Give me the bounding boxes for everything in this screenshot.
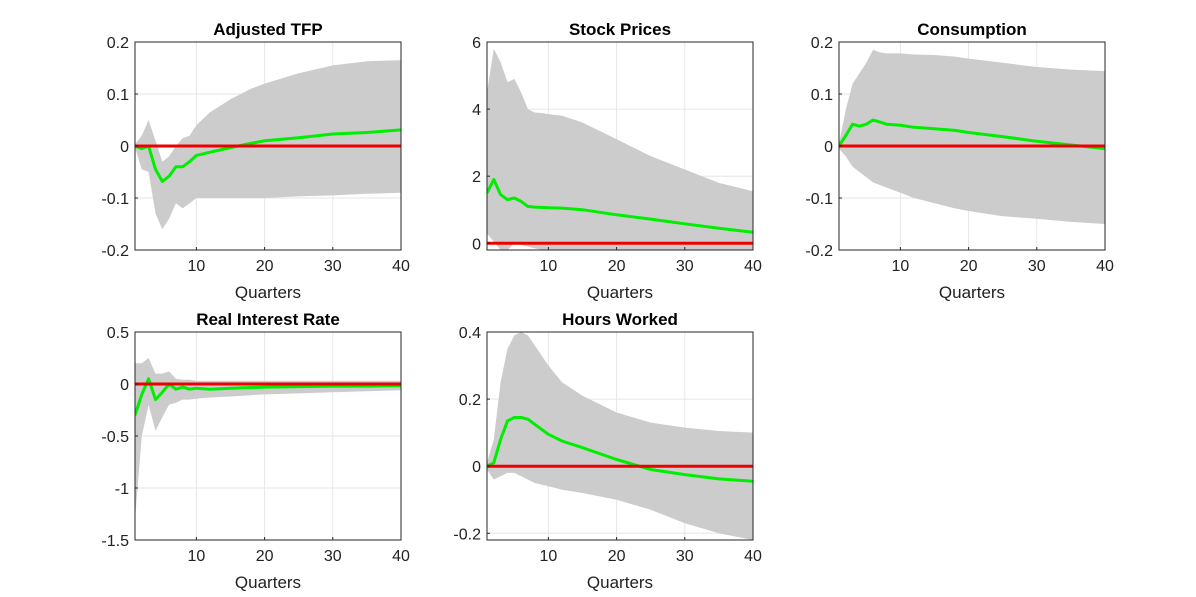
x-tick-label: 10	[539, 258, 557, 275]
x-axis-label: Quarters	[939, 283, 1005, 302]
chart-title: Adjusted TFP	[213, 20, 323, 39]
y-tick-label: 4	[472, 102, 481, 119]
median-response-line	[135, 128, 401, 183]
confidence-band	[487, 48, 753, 250]
chart-title: Real Interest Rate	[196, 310, 340, 329]
x-tick-label: 10	[891, 258, 909, 275]
chart-panel: 10 20 30 40 -0.2 0 0.2 0.4 Hours Worked Quarters	[453, 310, 762, 592]
y-tick-label: 0.5	[107, 325, 129, 342]
y-tick-label: 0	[120, 139, 129, 156]
median-response-line	[135, 377, 401, 416]
y-tick-label: 2	[472, 169, 481, 186]
y-tick-label: -0.1	[805, 191, 833, 208]
axes-box	[486, 41, 754, 251]
confidence-band	[487, 332, 753, 540]
y-tick-label: -0.2	[453, 526, 481, 543]
chart-panel: 10 20 30 40 -1.5 -1 -0.5 0 0.5 Real Interest Rate…	[101, 310, 410, 592]
x-tick-label: 40	[1096, 258, 1114, 275]
chart-panel: 10 20 30 40 -0.2 -0.1 0 0.1 0.2 Adjusted TFP Quart…	[101, 20, 410, 302]
chart-title: Hours Worked	[562, 310, 678, 329]
x-tick-label: 20	[608, 548, 626, 565]
x-tick-label: 40	[744, 258, 762, 275]
y-tick-label: 0.2	[459, 392, 481, 409]
x-axis-label: Quarters	[587, 283, 653, 302]
x-tick-label: 20	[608, 258, 626, 275]
y-tick-label: -0.5	[101, 429, 129, 446]
y-tick-label: 0	[472, 459, 481, 476]
y-tick-label: 0	[472, 236, 481, 253]
confidence-band	[839, 49, 1105, 224]
chart-title: Stock Prices	[569, 20, 671, 39]
chart-title: Consumption	[917, 20, 1027, 39]
median-response-line	[839, 118, 1105, 151]
y-tick-label: -0.1	[101, 191, 129, 208]
y-tick-label: -0.2	[101, 243, 129, 260]
x-tick-label: 30	[676, 548, 694, 565]
y-tick-label: 6	[472, 35, 481, 52]
y-tick-label: -1.5	[101, 533, 129, 550]
y-tick-label: -1	[115, 481, 129, 498]
x-tick-label: 30	[324, 258, 342, 275]
chart-panel: 10 20 30 40 0 2 4 6 Stock Prices Quarters	[472, 20, 762, 302]
x-tick-label: 30	[676, 258, 694, 275]
x-axis-label: Quarters	[235, 283, 301, 302]
x-tick-label: 40	[392, 258, 410, 275]
y-tick-label: 0.2	[811, 35, 833, 52]
y-tick-label: 0.1	[107, 87, 129, 104]
x-tick-label: 10	[539, 548, 557, 565]
x-tick-label: 20	[960, 258, 978, 275]
x-tick-label: 20	[256, 258, 274, 275]
x-tick-label: 40	[392, 548, 410, 565]
y-tick-label: -0.2	[805, 243, 833, 260]
x-tick-label: 40	[744, 548, 762, 565]
median-response-line	[487, 178, 753, 234]
x-tick-label: 20	[256, 548, 274, 565]
x-axis-label: Quarters	[235, 573, 301, 592]
confidence-band	[135, 358, 401, 520]
y-tick-label: 0.2	[107, 35, 129, 52]
x-tick-label: 30	[324, 548, 342, 565]
x-tick-label: 30	[1028, 258, 1046, 275]
y-tick-label: 0.4	[459, 325, 481, 342]
x-axis-label: Quarters	[587, 573, 653, 592]
median-response-line	[487, 416, 753, 483]
y-tick-label: 0.1	[811, 87, 833, 104]
x-tick-label: 10	[187, 258, 205, 275]
y-tick-label: 0	[824, 139, 833, 156]
x-tick-label: 10	[187, 548, 205, 565]
axes-box	[486, 331, 754, 541]
y-tick-label: 0	[120, 377, 129, 394]
chart-panel: 10 20 30 40 -0.2 -0.1 0 0.1 0.2 Consumption Quarte…	[805, 20, 1114, 302]
